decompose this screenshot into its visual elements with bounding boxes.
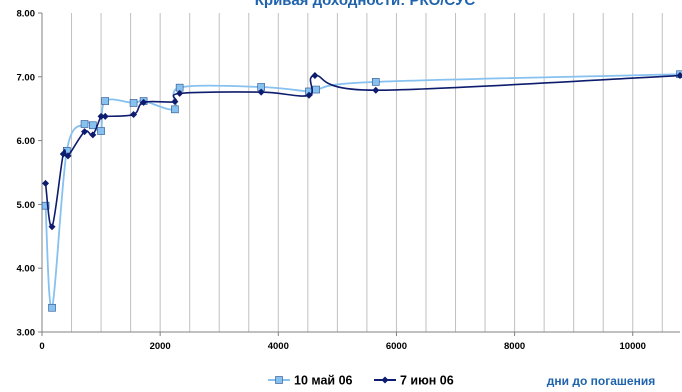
y-tick-label: 5.00 bbox=[17, 200, 36, 211]
data-point bbox=[49, 304, 56, 311]
data-point bbox=[372, 87, 379, 94]
y-tick-label: 8.00 bbox=[17, 9, 36, 20]
data-point bbox=[313, 86, 320, 93]
series-2 bbox=[42, 72, 682, 230]
x-tick-label: 0 bbox=[39, 341, 44, 352]
legend: 10 май 06 7 июн 06 bbox=[268, 374, 454, 388]
tick-layer: 3.00 4.00 5.00 6.00 7.00 8.00 0 2000 4000 6000 800… bbox=[17, 9, 646, 353]
x-tick-label: 8000 bbox=[504, 341, 525, 352]
data-point bbox=[276, 377, 283, 384]
series-layer bbox=[42, 71, 682, 312]
data-point bbox=[171, 106, 178, 113]
series-line bbox=[46, 74, 680, 308]
data-point bbox=[42, 180, 49, 187]
data-point bbox=[311, 72, 318, 79]
series-1 bbox=[42, 71, 682, 312]
legend-label: 10 май 06 bbox=[294, 374, 353, 388]
data-point bbox=[171, 98, 178, 105]
legend-label: 7 июн 06 bbox=[400, 374, 454, 388]
data-point bbox=[81, 121, 88, 128]
data-point bbox=[98, 128, 105, 135]
chart-title: Кривая доходности: РКО/СУС bbox=[255, 0, 476, 9]
grid-layer bbox=[72, 13, 663, 332]
data-point bbox=[130, 99, 137, 106]
data-point bbox=[382, 377, 389, 384]
x-axis-title: дни до погашения bbox=[547, 374, 655, 387]
data-point bbox=[89, 122, 96, 129]
x-tick-label: 10000 bbox=[620, 341, 646, 352]
y-tick-label: 3.00 bbox=[17, 328, 36, 339]
x-tick-label: 2000 bbox=[150, 341, 171, 352]
x-tick-label: 4000 bbox=[268, 341, 289, 352]
y-tick-label: 7.00 bbox=[17, 72, 36, 83]
y-tick-label: 6.00 bbox=[17, 136, 36, 147]
data-point bbox=[372, 78, 379, 85]
y-tick-label: 4.00 bbox=[17, 264, 36, 275]
x-tick-label: 6000 bbox=[386, 341, 407, 352]
data-point bbox=[102, 98, 109, 105]
